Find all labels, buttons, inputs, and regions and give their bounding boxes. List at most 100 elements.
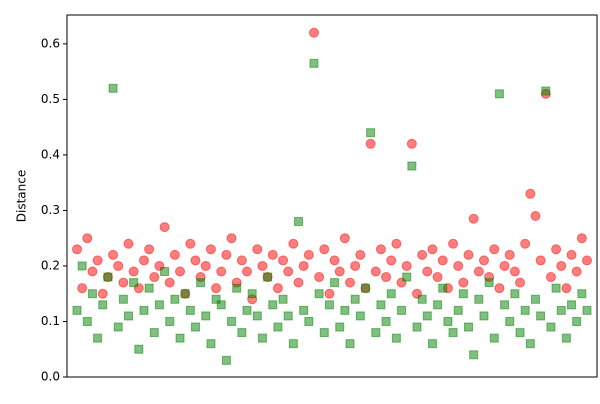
point (556, 305, 566, 315)
point (113, 260, 124, 271)
point (577, 289, 587, 299)
point (242, 305, 252, 315)
point (108, 249, 119, 260)
point (283, 311, 293, 321)
point (72, 305, 82, 315)
point (236, 255, 247, 266)
point (87, 266, 98, 277)
point (432, 272, 443, 283)
point (190, 322, 200, 332)
point (216, 300, 226, 310)
point (108, 83, 118, 93)
point (402, 272, 412, 282)
point (571, 266, 582, 277)
point (242, 266, 252, 277)
point (335, 322, 345, 332)
point (221, 249, 232, 260)
point (530, 294, 540, 304)
point (417, 294, 427, 304)
point (324, 288, 335, 299)
point (72, 244, 82, 255)
point (77, 283, 88, 294)
point (82, 233, 93, 244)
point (381, 316, 391, 326)
point (164, 277, 175, 288)
point (180, 289, 190, 299)
point (123, 238, 134, 249)
point (494, 89, 504, 99)
point (175, 266, 186, 277)
point (278, 255, 289, 266)
point (474, 294, 484, 304)
point (504, 249, 515, 260)
point (350, 260, 361, 271)
point (458, 289, 468, 299)
point (339, 233, 350, 244)
point (170, 294, 180, 304)
point (149, 328, 159, 338)
y-tick-label: 0.4 (41, 147, 60, 161)
y-tick-label: 0.1 (41, 314, 60, 328)
point (469, 350, 479, 360)
point (500, 300, 510, 310)
point (288, 339, 298, 349)
point (489, 333, 499, 343)
point (427, 339, 437, 349)
point (535, 255, 546, 266)
point (437, 255, 448, 266)
point (566, 249, 577, 260)
point (561, 333, 571, 343)
point (257, 260, 268, 271)
point (211, 283, 222, 294)
point (448, 238, 459, 249)
point (92, 255, 103, 266)
point (103, 272, 113, 282)
point (545, 272, 556, 283)
point (406, 138, 417, 149)
point (294, 217, 304, 227)
point (505, 316, 515, 326)
point (478, 255, 489, 266)
point (520, 305, 530, 315)
point (87, 289, 97, 299)
point (82, 316, 92, 326)
point (412, 322, 422, 332)
point (314, 289, 324, 299)
point (149, 272, 160, 283)
point (551, 283, 561, 293)
point (227, 316, 237, 326)
point (448, 328, 458, 338)
point (293, 277, 304, 288)
point (433, 300, 443, 310)
point (324, 300, 334, 310)
point (298, 260, 309, 271)
point (118, 294, 128, 304)
point (273, 322, 283, 332)
point (221, 355, 231, 365)
point (401, 260, 412, 271)
point (489, 244, 500, 255)
point (169, 249, 180, 260)
point (438, 283, 448, 293)
point (304, 316, 314, 326)
point (530, 210, 541, 221)
point (520, 238, 531, 249)
point (299, 305, 309, 315)
point (525, 188, 536, 199)
point (196, 278, 206, 288)
point (165, 316, 175, 326)
point (561, 283, 572, 294)
point (308, 27, 319, 38)
point (525, 339, 535, 349)
point (226, 233, 237, 244)
point (468, 213, 479, 224)
point (216, 266, 227, 277)
point (138, 255, 149, 266)
point (515, 328, 525, 338)
point (515, 277, 526, 288)
point (582, 305, 592, 315)
point (546, 322, 556, 332)
point (397, 305, 407, 315)
point (360, 283, 370, 293)
